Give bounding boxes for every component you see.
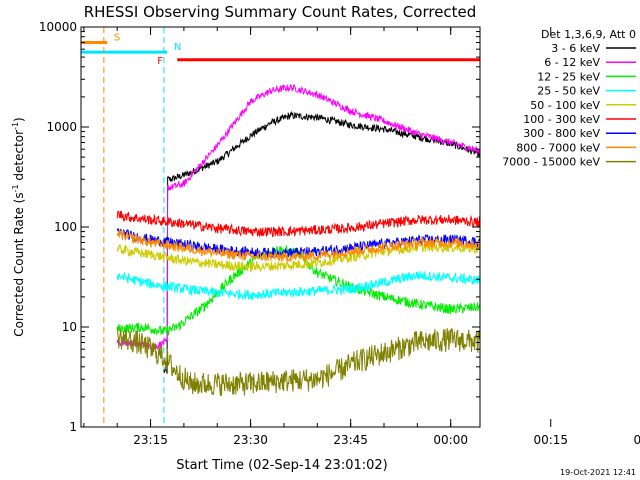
- series-line-7000-15000-kev: [116, 327, 480, 396]
- legend-label-300-800-kev: 300 - 800 keV: [523, 127, 600, 140]
- x-tick-label: 00:15: [533, 433, 568, 447]
- y-tick-label: 10000: [39, 20, 77, 34]
- x-tick-label: 23:15: [133, 433, 168, 447]
- x-axis-label: Start Time (02-Sep-14 23:01:02): [176, 458, 387, 473]
- y-axis-label-part-1: Corrected Count Rate (s: [12, 192, 26, 336]
- x-tick-label: 00:30: [634, 433, 640, 447]
- series-line-6-12-kev: [116, 84, 480, 350]
- flag-label-f: F: [157, 56, 163, 67]
- legend-label-6-12-kev: 6 - 12 keV: [544, 56, 600, 69]
- legend-title: Det 1,3,6,9, Att 0: [541, 28, 636, 41]
- y-axis-label-sup-1: -1: [11, 184, 20, 192]
- x-tick-label: 23:30: [233, 433, 268, 447]
- y-tick-label: 1000: [46, 120, 77, 134]
- legend-label-3-6-kev: 3 - 6 keV: [551, 42, 600, 55]
- y-axis-label-sup-2: -1: [11, 122, 20, 130]
- legend-label-50-100-kev: 50 - 100 keV: [530, 99, 600, 112]
- y-tick-label: 10: [62, 320, 77, 334]
- legend-label-25-50-kev: 25 - 50 keV: [537, 85, 600, 98]
- series-line-800-7000-kev: [116, 229, 480, 264]
- footer-date: 19-Oct-2021 12:41: [560, 468, 636, 477]
- series-line-100-300-kev: [116, 210, 480, 238]
- y-axis-label-part-3: ): [12, 117, 26, 122]
- flag-labels: S NF: [114, 32, 182, 66]
- chart-title: RHESSI Observing Summary Count Rates, Co…: [84, 3, 477, 21]
- data-series: [116, 84, 480, 396]
- series-line-3-6-kev: [163, 110, 480, 374]
- flag-label-s: S: [114, 32, 120, 43]
- legend-label-100-300-kev: 100 - 300 keV: [523, 113, 600, 126]
- series-line-25-50-kev: [116, 270, 480, 301]
- x-tick-label: 23:45: [333, 433, 368, 447]
- y-axis-label-part-2: detector: [12, 130, 26, 185]
- legend-label-800-7000-kev: 800 - 7000 keV: [516, 141, 600, 154]
- x-axis: 23:15 23:30 23:45 00:00 00:15 00:30: [83, 27, 640, 447]
- y-axis: 1 10 100 1000 10000: [39, 20, 480, 434]
- instrument-flag-bars: [81, 40, 480, 62]
- legend-label-7000-15000-kev: 7000 - 15000 keV: [502, 156, 600, 169]
- series-line-300-800-kev: [116, 228, 480, 260]
- x-tick-label: 00:00: [433, 433, 468, 447]
- flag-label-n: N: [174, 42, 181, 53]
- y-tick-label: 100: [54, 220, 77, 234]
- legend-label-12-25-kev: 12 - 25 keV: [537, 70, 600, 83]
- y-tick-label: 1: [69, 420, 77, 434]
- y-axis-label: Corrected Count Rate (s-1 detector-1): [11, 117, 26, 336]
